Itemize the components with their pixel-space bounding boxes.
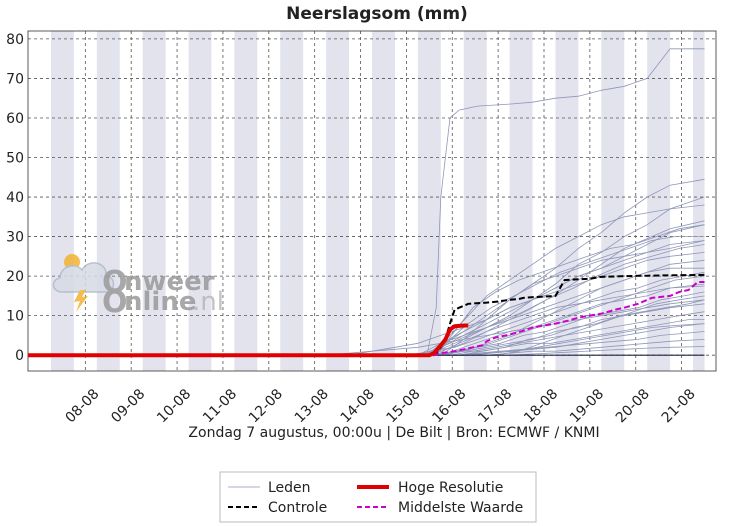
y-tick-label: 0 <box>15 348 24 364</box>
night-band <box>142 31 166 371</box>
chart-title: Neerslagsom (mm) <box>286 4 468 24</box>
y-tick-label: 30 <box>6 230 24 246</box>
member-lines <box>28 48 705 356</box>
series-middelste-waarde <box>28 281 705 357</box>
x-tick-label: 21-08 <box>659 386 699 426</box>
x-tick-label: 11-08 <box>200 386 240 426</box>
x-tick-label: 09-08 <box>108 386 148 426</box>
member-line <box>28 319 705 356</box>
x-axis-ticks: 08-08 09-08 10-08 11-08 12-08 13-08 14-08 15-08… <box>62 386 698 426</box>
night-band <box>647 31 671 371</box>
plot-frame <box>27 30 717 372</box>
chart-caption: Zondag 7 augustus, 00:00u | De Bilt | Br… <box>188 425 599 441</box>
night-bands <box>50 31 705 371</box>
cloud-icon <box>52 262 115 293</box>
member-line <box>28 283 705 356</box>
x-tick-label: 17-08 <box>475 386 515 426</box>
member-line <box>28 299 705 356</box>
night-band <box>417 31 441 371</box>
logo-text-line2: nline <box>124 287 196 317</box>
night-band <box>509 31 533 371</box>
main-series <box>28 273 705 358</box>
night-band <box>326 31 350 371</box>
member-line <box>28 295 705 356</box>
member-line <box>28 299 705 356</box>
y-tick-label: 20 <box>6 269 24 285</box>
logo-text-line2-suffix: .nl <box>192 287 224 317</box>
legend: Leden Hoge Resolutie Controle Middelste … <box>219 471 537 523</box>
y-tick-label: 70 <box>6 71 24 87</box>
x-tick-label: 13-08 <box>292 386 332 426</box>
member-line <box>28 291 705 356</box>
member-line <box>28 275 705 356</box>
y-tick-label: 80 <box>6 32 24 48</box>
legend-label-hoge-resolutie: Hoge Resolutie <box>398 480 503 496</box>
x-tick-label: 15-08 <box>384 386 424 426</box>
member-line <box>28 240 705 356</box>
x-tick-label: 20-08 <box>613 386 653 426</box>
night-band <box>601 31 625 371</box>
legend-label-middelste-waarde: Middelste Waarde <box>398 500 523 516</box>
night-band <box>188 31 212 371</box>
legend-box <box>219 471 537 523</box>
watermark-logo: O nweer O nline .nl <box>52 254 224 320</box>
y-tick-label: 10 <box>6 309 24 325</box>
y-tick-label: 40 <box>6 190 24 206</box>
x-tick-label: 10-08 <box>154 386 194 426</box>
logo-text-line1: nweer <box>124 267 215 297</box>
night-band <box>463 31 487 371</box>
legend-label-leden: Leden <box>268 480 311 496</box>
night-band <box>280 31 304 371</box>
lightning-icon <box>74 290 88 312</box>
x-tick-label: 12-08 <box>246 386 286 426</box>
member-line <box>28 331 705 356</box>
y-tick-label: 60 <box>6 111 24 127</box>
member-line <box>28 323 705 356</box>
legend-label-controle: Controle <box>268 500 327 516</box>
x-tick-label: 14-08 <box>338 386 378 426</box>
night-band <box>693 31 705 371</box>
night-band <box>50 31 74 371</box>
night-band <box>372 31 395 371</box>
logo-o-upper: O <box>102 265 128 300</box>
y-tick-label: 50 <box>6 151 24 167</box>
series-hoge-resolutie <box>28 323 469 358</box>
member-line <box>28 196 705 356</box>
x-tick-label: 08-08 <box>62 386 102 426</box>
x-tick-label: 18-08 <box>521 386 561 426</box>
night-band <box>96 31 120 371</box>
member-line <box>28 48 705 356</box>
logo-o-lower: O <box>102 285 128 320</box>
member-line <box>28 285 705 356</box>
grid-lines <box>28 31 716 371</box>
x-tick-label: 19-08 <box>567 386 607 426</box>
x-tick-label: 16-08 <box>429 386 469 426</box>
y-axis-ticks: 0 10 20 30 40 50 60 70 80 <box>6 32 24 364</box>
member-line <box>28 252 705 356</box>
night-band <box>234 31 258 371</box>
member-line <box>28 204 705 356</box>
